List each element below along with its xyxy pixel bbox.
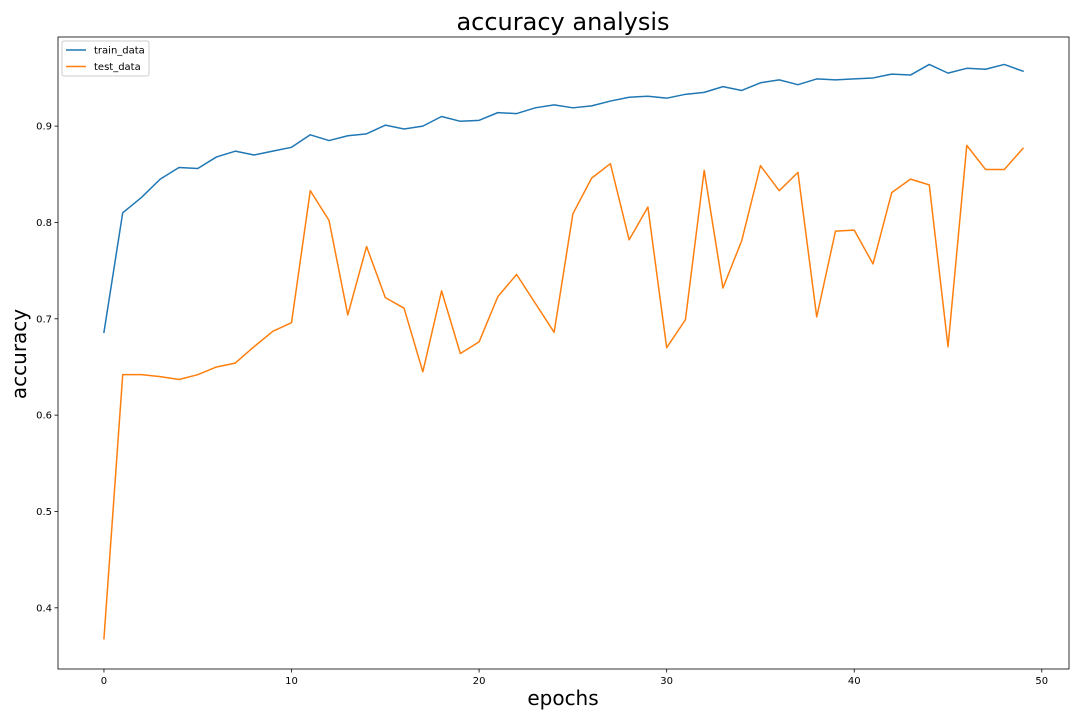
legend-label-train-data: train_data xyxy=(94,46,145,57)
x-tick-label: 50 xyxy=(1035,676,1048,687)
legend-label-test-data: test_data xyxy=(94,62,141,73)
y-axis-label: accuracy xyxy=(7,309,31,399)
y-tick-label: 0.4 xyxy=(36,603,52,614)
legend: train_data test_data xyxy=(61,40,150,77)
y-tick-label: 0.6 xyxy=(36,411,52,422)
x-tick-label: 40 xyxy=(848,676,861,687)
series-line-train-data xyxy=(103,63,1025,334)
x-tick-label: 0 xyxy=(101,676,107,687)
chart-title: accuracy analysis xyxy=(456,8,669,36)
plot-area: 0 10 20 30 40 500.40.50.60.70.80.9train_datat… xyxy=(36,36,1070,687)
x-tick-label: 30 xyxy=(660,676,673,687)
plot-frame xyxy=(57,36,1070,670)
y-tick-label: 0.5 xyxy=(36,507,52,518)
series-line-test-data xyxy=(103,144,1025,640)
x-axis-label: epochs xyxy=(527,686,598,710)
x-tick-label: 20 xyxy=(473,676,486,687)
y-tick-label: 0.9 xyxy=(36,122,52,133)
y-tick-label: 0.8 xyxy=(36,218,52,229)
x-tick-label: 10 xyxy=(285,676,298,687)
y-tick-label: 0.7 xyxy=(36,314,52,325)
